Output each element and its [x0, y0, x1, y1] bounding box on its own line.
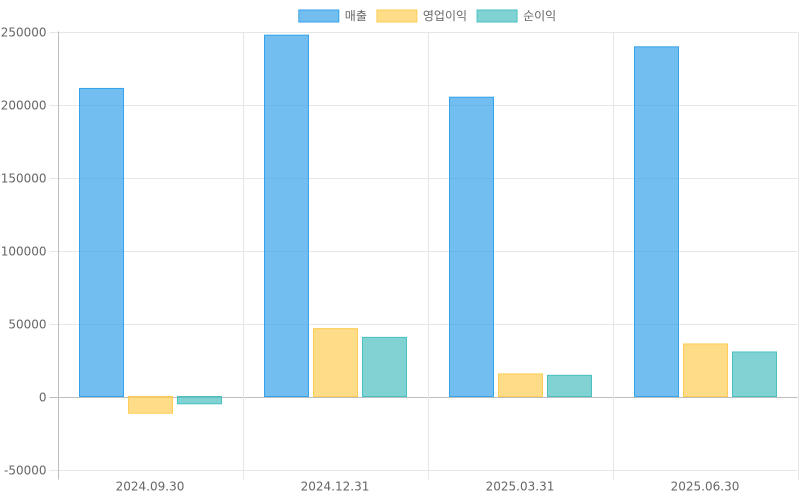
x-tick-label: 2025.03.31	[486, 480, 555, 494]
y-tick-label: -50000	[4, 464, 47, 478]
bar-revenue[interactable]	[79, 87, 124, 397]
axes: -50000 0 50000 100000 150000 200000 250000 2024…	[1, 26, 740, 494]
grid-lines	[49, 31, 799, 480]
legend[interactable]: 매출 영업이익 순이익	[298, 9, 556, 23]
legend-label: 매출	[345, 9, 367, 23]
bar-operating-income[interactable]	[313, 328, 358, 397]
y-tick-label: 0	[39, 391, 47, 405]
bar-net-income[interactable]	[362, 336, 407, 397]
y-tick-label: 100000	[1, 245, 47, 259]
legend-label: 순이익	[523, 9, 556, 23]
legend-swatch	[376, 9, 418, 23]
legend-label: 영업이익	[423, 9, 467, 23]
y-tick-label: 150000	[1, 172, 47, 186]
bar-operating-income[interactable]	[683, 343, 728, 398]
legend-item-operating-income[interactable]: 영업이익	[376, 9, 467, 23]
x-tick-label: 2024.09.30	[116, 480, 185, 494]
bar-revenue[interactable]	[634, 46, 679, 398]
bar-operating-income[interactable]	[128, 396, 173, 414]
legend-swatch	[298, 9, 340, 23]
legend-swatch	[476, 9, 518, 23]
bars	[79, 34, 777, 414]
bar-net-income[interactable]	[732, 351, 777, 397]
bar-revenue[interactable]	[449, 96, 494, 397]
y-tick-label: 250000	[1, 26, 47, 40]
x-tick-label: 2025.06.30	[671, 480, 740, 494]
y-tick-label: 50000	[8, 318, 46, 332]
bar-net-income[interactable]	[547, 374, 592, 397]
legend-item-revenue[interactable]: 매출	[298, 9, 367, 23]
bar-revenue[interactable]	[264, 34, 309, 398]
bar-operating-income[interactable]	[498, 373, 543, 397]
bar-net-income[interactable]	[177, 396, 222, 405]
x-tick-label: 2024.12.31	[301, 480, 370, 494]
y-tick-label: 200000	[1, 99, 47, 113]
legend-item-net-income[interactable]: 순이익	[476, 9, 556, 23]
